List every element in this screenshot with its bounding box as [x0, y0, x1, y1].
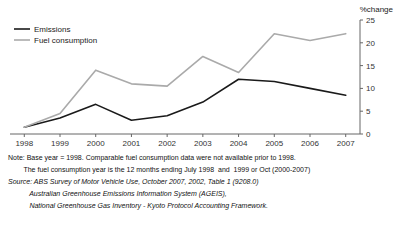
x-tick [202, 134, 203, 137]
x-tick [167, 134, 168, 137]
legend-label: Fuel consumption [34, 36, 97, 45]
legend: Emissions Fuel consumption [14, 25, 97, 45]
y-tick [360, 65, 363, 66]
note-line: Note: Base year = 1998. Comparable fuel … [8, 154, 296, 162]
note-line: The fuel consumption year is the 12 mont… [8, 166, 310, 174]
x-axis-line [10, 134, 360, 135]
chart-container: 1998199920002001200220032004200520062007… [0, 0, 397, 227]
x-tick [310, 134, 311, 137]
y-axis: 0 5 10 15 20 25 [360, 16, 375, 139]
y-tick [360, 88, 363, 89]
x-tick-label: 1999 [51, 139, 69, 148]
x-tick [60, 134, 61, 137]
y-tick-label: 15 [366, 62, 375, 71]
y-axis-line [360, 20, 361, 134]
x-tick [274, 134, 275, 137]
source-line: Australian Greenhouse Emissions Informat… [8, 190, 227, 198]
x-tick-label: 2002 [158, 139, 176, 148]
x-tick-label: 2000 [87, 139, 105, 148]
y-tick-label: 20 [366, 39, 375, 48]
series-line [24, 79, 345, 127]
y-tick [360, 42, 363, 43]
source-line: Source: ABS Survey of Motor Vehicle Use,… [8, 178, 259, 186]
x-tick-label: 2007 [337, 139, 355, 148]
source-line: National Greenhouse Gas Inventory - Kyot… [8, 202, 268, 210]
series-line [24, 34, 345, 127]
y-tick [360, 111, 363, 112]
x-tick [131, 134, 132, 137]
legend-swatch [14, 28, 30, 30]
x-tick [24, 134, 25, 137]
x-tick [238, 134, 239, 137]
notes: Note: Base year = 1998. Comparable fuel … [8, 154, 310, 210]
x-tick-label: 1998 [15, 139, 33, 148]
x-tick-label: 2003 [194, 139, 212, 148]
y-tick [360, 134, 363, 135]
y-tick-label: 0 [366, 130, 371, 139]
y-tick [360, 20, 363, 21]
x-tick-label: 2004 [230, 139, 248, 148]
y-tick-label: 5 [366, 107, 371, 116]
legend-swatch [14, 39, 30, 41]
x-tick [345, 134, 346, 137]
series-lines [24, 34, 345, 127]
y-tick-label: 25 [366, 16, 375, 25]
chart: 1998199920002001200220032004200520062007… [0, 0, 397, 227]
x-tick [95, 134, 96, 137]
legend-label: Emissions [34, 25, 70, 34]
x-tick-label: 2005 [265, 139, 283, 148]
x-tick-label: 2001 [123, 139, 141, 148]
x-tick-label: 2006 [301, 139, 319, 148]
x-axis: 1998 1999 2000 2001 2002 2003 2004 2005 2006 2007 [15, 134, 355, 148]
y-tick-label: 10 [366, 84, 375, 93]
y-axis-label: %change [360, 5, 394, 14]
